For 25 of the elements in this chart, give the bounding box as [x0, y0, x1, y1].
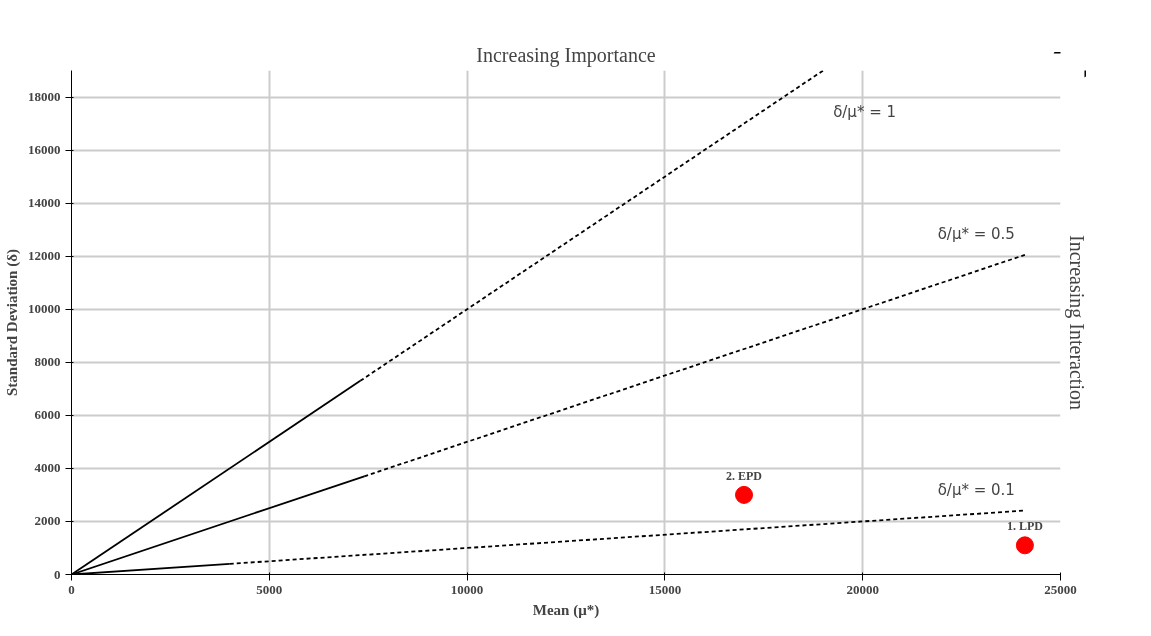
y-tick-label: 4000	[34, 460, 61, 476]
annotation: δ/μ* = 0.1	[937, 480, 1015, 499]
x-tick-label: 20000	[846, 581, 879, 597]
x-tick-label: 5000	[256, 581, 283, 597]
text: Increasing Interaction	[1064, 235, 1088, 410]
y-tick-label: 18000	[28, 89, 61, 105]
y-axis-title: Standard Deviation (δ)	[4, 249, 21, 396]
y-tick-label: 6000	[34, 407, 61, 423]
y-tick-label: 16000	[28, 142, 61, 158]
x-tick-label: 25000	[1044, 581, 1077, 597]
annotation: δ/μ* = 1	[833, 102, 897, 121]
y-tick-label: 12000	[28, 248, 61, 264]
series-label: 2. EPD	[726, 468, 763, 483]
y-tick-label: 14000	[28, 195, 61, 211]
annotation: δ/μ* = 0.5	[937, 224, 1015, 243]
series-label: 1. LPD	[1006, 519, 1044, 534]
y-tick-label: 8000	[34, 354, 61, 370]
x-axis-title: Mean (μ*)	[532, 601, 600, 619]
y-tick-label: 0	[54, 566, 61, 582]
x-tick-label: 15000	[648, 581, 682, 597]
text: Increasing Importance	[476, 43, 656, 67]
x-tick-label: 10000	[450, 581, 484, 597]
x-tick-label: 0	[68, 581, 75, 597]
y-tick-label: 2000	[34, 513, 61, 529]
y-tick-label: 10000	[28, 301, 61, 317]
